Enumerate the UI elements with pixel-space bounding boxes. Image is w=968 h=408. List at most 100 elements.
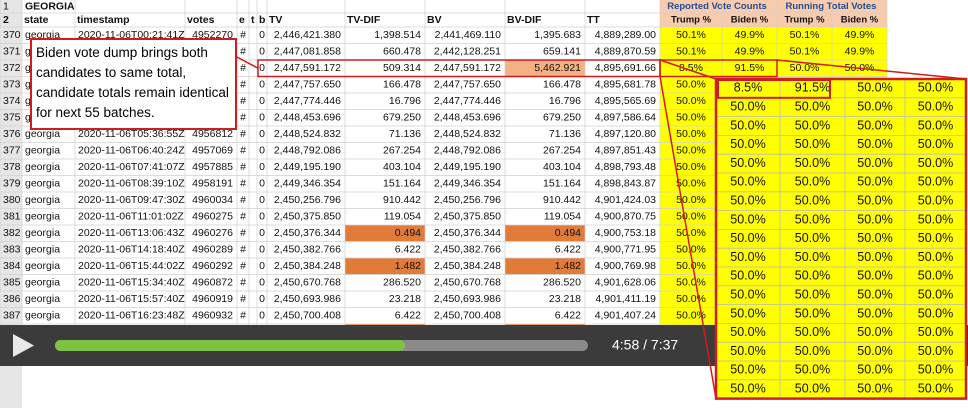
cell: 50.0% (676, 260, 706, 272)
cell: 50.1% (790, 29, 820, 41)
cell: 50.0% (676, 79, 706, 91)
pct-header-bg (660, 0, 887, 27)
cell: 659.141 (543, 46, 581, 58)
highlight-cell (505, 258, 585, 275)
row-number: 370 (3, 29, 21, 41)
row-number: 384 (3, 260, 21, 272)
cell: 2,450,256.796 (274, 194, 341, 206)
highlight-cell (345, 225, 425, 242)
row-number: 387 (3, 310, 21, 322)
cell: 50.0% (845, 277, 875, 289)
cell: georgia (25, 128, 60, 140)
cell: 2,449,346.354 (434, 178, 501, 190)
cell: 1,398.514 (374, 29, 421, 41)
cell: 49.9% (845, 29, 875, 41)
cell: 151.164 (543, 178, 581, 190)
pct-header: Trump % (671, 15, 712, 26)
cell: 403.104 (543, 161, 581, 173)
cell: 2020-11-06T15:34:40Z (78, 277, 185, 289)
cell: 50.0% (790, 95, 820, 107)
row-number: 378 (3, 161, 21, 173)
cell: 4960276 (192, 227, 233, 239)
cell: 23.218 (389, 293, 421, 305)
cell: 2,449,346.354 (274, 178, 341, 190)
cell: 50.0% (790, 145, 820, 157)
cell: 4960919 (192, 293, 233, 305)
column-header: votes (187, 14, 215, 26)
cell: 50.0% (790, 128, 820, 140)
cell: # (240, 62, 246, 74)
cell: 151.164 (383, 178, 421, 190)
cell: 2,450,382.766 (434, 244, 501, 256)
cell: 2,450,670.768 (274, 277, 341, 289)
cell: 50.0% (676, 145, 706, 157)
group-header: Reported Vote Counts (667, 1, 767, 12)
cell: 2,447,591.172 (434, 62, 501, 74)
row-number: 374 (3, 95, 21, 107)
cell: # (240, 194, 246, 206)
row-number: 385 (3, 277, 21, 289)
row-number: 373 (3, 79, 21, 91)
cell: 50.0% (845, 293, 875, 305)
pct-header: Biden % (841, 15, 879, 26)
cell: 1.482 (555, 260, 581, 272)
cell: 2,450,256.796 (434, 194, 501, 206)
cell: georgia (25, 293, 60, 305)
cell: 2,448,792.086 (274, 145, 341, 157)
cell: georgia (25, 211, 60, 223)
cell: 2,450,700.408 (434, 310, 501, 322)
cell: 50.0% (735, 194, 765, 206)
cell: 4,895,565.69 (595, 95, 656, 107)
cell: 4960289 (192, 244, 233, 256)
cell: 2,450,382.766 (274, 244, 341, 256)
row-number: 386 (3, 293, 21, 305)
cell: 50.0% (845, 112, 875, 124)
cell: 2,447,774.446 (274, 95, 341, 107)
cell: 4,898,793.48 (595, 161, 656, 173)
cell: 0 (259, 145, 265, 157)
cell: 50.0% (790, 178, 820, 190)
cell: 0.494 (395, 227, 421, 239)
cell: georgia (25, 178, 60, 190)
cell: # (240, 145, 246, 157)
cell: 2020-11-06T15:57:40Z (78, 293, 185, 305)
cell: 50.0% (735, 128, 765, 140)
cell: 4960292 (192, 260, 233, 272)
cell: # (240, 227, 246, 239)
cell: # (240, 112, 246, 124)
cell: georgia (25, 161, 60, 173)
cell: 0 (259, 46, 265, 58)
cell: georgia (25, 194, 60, 206)
cell: georgia (25, 310, 60, 322)
cell: # (240, 161, 246, 173)
cell: 1,395.683 (534, 29, 581, 41)
cell: 2,450,376.344 (434, 227, 501, 239)
cell: georgia (25, 145, 60, 157)
cell: 50.0% (735, 260, 765, 272)
cell: 910.442 (383, 194, 421, 206)
cell: 1.482 (395, 260, 421, 272)
cell: 50.0% (790, 293, 820, 305)
play-button[interactable] (13, 334, 34, 357)
cell: 4958191 (192, 178, 233, 190)
cell: 910.442 (543, 194, 581, 206)
cell: 0 (259, 29, 265, 41)
cell: 4,889,870.59 (595, 46, 656, 58)
cell: 2,448,453.696 (274, 112, 341, 124)
cell: 4,901,424.03 (595, 194, 656, 206)
cell: 4,900,769.98 (595, 260, 656, 272)
cell: 0 (259, 194, 265, 206)
cell: 50.0% (735, 79, 765, 91)
cell: 2,450,670.768 (434, 277, 501, 289)
cell: 50.0% (790, 194, 820, 206)
row-number: 1 (3, 0, 9, 12)
cell: 0 (259, 277, 265, 289)
cell: 5,462.921 (534, 62, 581, 74)
cell: 2,449,195.190 (274, 161, 341, 173)
cell: 50.0% (735, 95, 765, 107)
cell: 2020-11-06T07:41:07Z (78, 161, 185, 173)
cell: 4,900,771.95 (595, 244, 656, 256)
cell: 4,900,870.75 (595, 211, 656, 223)
column-header: TV (269, 14, 282, 26)
cell: 119.054 (384, 211, 421, 223)
